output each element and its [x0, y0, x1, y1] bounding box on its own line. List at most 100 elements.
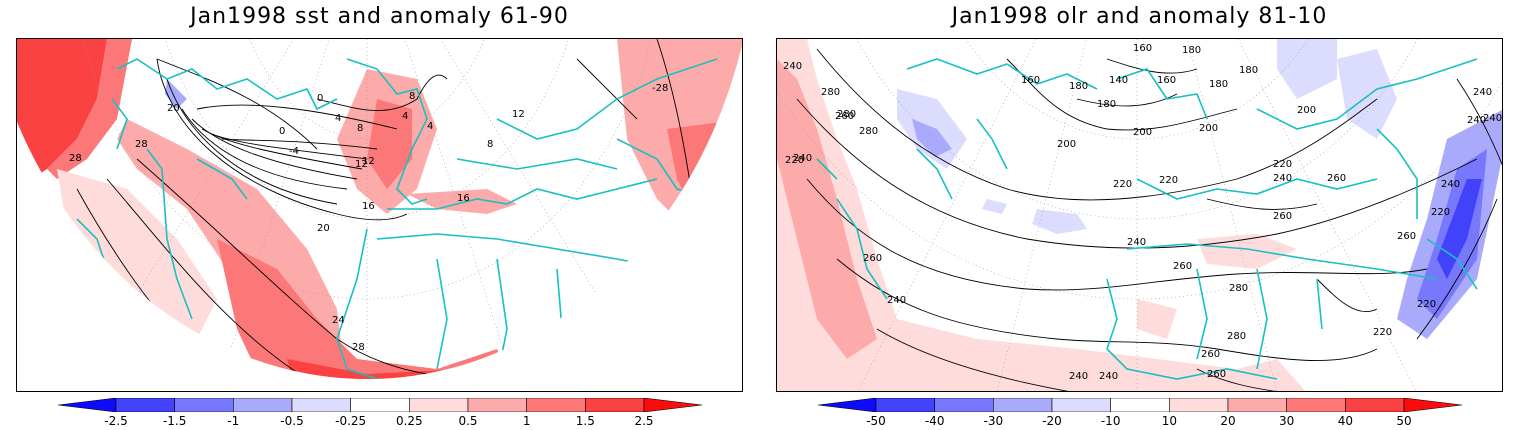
sst-anomaly-map: 28 20 0 4 8 4 12 0 -4 12 16 20 24 28 -28… [16, 38, 743, 392]
contour-label: 280 [821, 87, 840, 98]
contour-label: 260 [1201, 349, 1220, 360]
contour-label: 260 [863, 253, 882, 264]
contour-label: 28 [135, 139, 148, 150]
contour-label: 260 [1273, 211, 1292, 222]
contour-label: 8 [409, 91, 415, 102]
contour-label: 200 [1297, 105, 1316, 116]
contour-label: 20 [167, 103, 180, 114]
contour-label: 200 [1199, 123, 1218, 134]
contour-label: 220 [1273, 159, 1292, 170]
contour-label: 220 [1113, 179, 1132, 190]
colorbar-tick-label: 40 [1337, 414, 1353, 428]
sst-colorbar-labels: -2.5 -1.5 -1 -0.5 -0.25 0.25 0.5 1 1.5 2.5 [58, 414, 702, 430]
colorbar-tick-label: 50 [1396, 414, 1412, 428]
colorbar-box [1286, 398, 1346, 412]
contour-label: 240 [1127, 237, 1146, 248]
contour-label: 240 [783, 61, 802, 72]
contour-label: 240 [1483, 113, 1502, 124]
contour-label: 280 [1227, 331, 1246, 342]
contour-label: 240 [793, 153, 812, 164]
contour-label: 240 [1273, 173, 1292, 184]
contour-label: 220 [1159, 175, 1178, 186]
colorbar-box [233, 398, 293, 412]
anomaly-fill [367, 99, 412, 189]
contour-label: 240 [1099, 371, 1118, 382]
colorbar-box [1345, 398, 1405, 412]
anomaly-fill [777, 59, 877, 359]
anomaly-fill [287, 359, 507, 379]
colorbar-box [875, 398, 935, 412]
contour-label: 140 [1109, 75, 1128, 86]
colorbar-tick-label: -1.5 [162, 414, 187, 428]
contour-label: 240 [887, 295, 906, 306]
colorbar-box [291, 398, 351, 412]
colorbar-tick-label: -50 [866, 414, 886, 428]
contour-label: -28 [652, 83, 668, 94]
contour-label: 0 [317, 93, 323, 104]
colorbar-box [526, 398, 586, 412]
contour-label: 180 [1209, 79, 1228, 90]
colorbar-box [1227, 398, 1287, 412]
coastlines [816, 58, 1478, 380]
colorbar-box [993, 398, 1053, 412]
colorbar-tick-label: -10 [1100, 414, 1121, 428]
colorbar-tick-label: 0.5 [458, 414, 478, 428]
anomaly-fill [912, 119, 952, 157]
contour-label: 160 [1021, 75, 1040, 86]
contour-label: 20 [317, 223, 330, 234]
colorbar-box [934, 398, 994, 412]
contour-label: 28 [69, 153, 82, 164]
colorbar-box [585, 398, 645, 412]
contour-label: 8 [487, 139, 493, 150]
colorbar-tick-label: 1 [522, 414, 531, 428]
anomaly-fill [1337, 49, 1397, 139]
contour-label: 12 [512, 109, 525, 120]
colorbar-box [174, 398, 234, 412]
colorbar-box [409, 398, 469, 412]
contour-label: 280 [837, 109, 856, 120]
anomaly-fill [17, 39, 107, 189]
anomaly-fill [667, 119, 742, 219]
contour-label: 16 [362, 201, 375, 212]
contour-label: 24 [332, 315, 345, 326]
anomaly-fill [982, 199, 1007, 214]
colorbar-tick-label: 10 [1161, 414, 1177, 428]
contour-label: 180 [1097, 99, 1116, 110]
contour-label: 12 [362, 156, 375, 167]
anomaly-fill [1137, 299, 1177, 339]
contour-label: 220 [1417, 299, 1436, 310]
contour-label: 200 [1057, 139, 1076, 150]
anomaly-fill [1032, 209, 1087, 234]
sst-map-svg: 28 20 0 4 8 4 12 0 -4 12 16 20 24 28 -28… [17, 39, 742, 379]
contour-label: 260 [1327, 173, 1346, 184]
colorbar-box [350, 398, 410, 412]
contour-label: 260 [835, 111, 854, 122]
anomaly-fill [57, 169, 217, 349]
contour-label: 0 [279, 126, 285, 137]
colorbar-box [1169, 398, 1229, 412]
colorbar-tick-label: -20 [1042, 414, 1062, 428]
colorbar-tick-label: -2.5 [104, 414, 128, 428]
colorbar-tick-label: 20 [1220, 414, 1236, 428]
olr-map-svg: 240 160 180 280 160 180 140 180 160 180 … [777, 39, 1502, 391]
right-panel-title: Jan1998 olr and anomaly 81-10 [951, 4, 1328, 29]
colorbar-tick-label: 0.25 [395, 414, 423, 428]
left-panel-title: Jan1998 sst and anomaly 61-90 [190, 4, 569, 29]
colorbar-tick-label: -0.5 [280, 414, 304, 428]
colorbar-tick-label: 2.5 [634, 414, 654, 428]
graticule [777, 39, 1502, 391]
anomaly-fill [217, 239, 517, 379]
olr-anomaly-map: 240 160 180 280 160 180 140 180 160 180 … [776, 38, 1503, 392]
colorbar-triangle-high [643, 398, 702, 412]
contour-label: 28 [352, 342, 365, 353]
colorbar-tick-label: -1 [227, 414, 240, 428]
colorbar-tick-label: 1.5 [575, 414, 595, 428]
anomaly-fill [407, 189, 517, 214]
contour-label: 220 [1373, 327, 1392, 338]
contour-label: 240 [1441, 179, 1460, 190]
colorbar-triangle-low [818, 398, 877, 412]
colorbar-box [1051, 398, 1111, 412]
olr-colorbar-labels: -50 -40 -30 -20 -10 10 20 30 40 50 [818, 414, 1462, 430]
contour-label: 180 [1069, 81, 1088, 92]
colorbar-box [1110, 398, 1170, 412]
